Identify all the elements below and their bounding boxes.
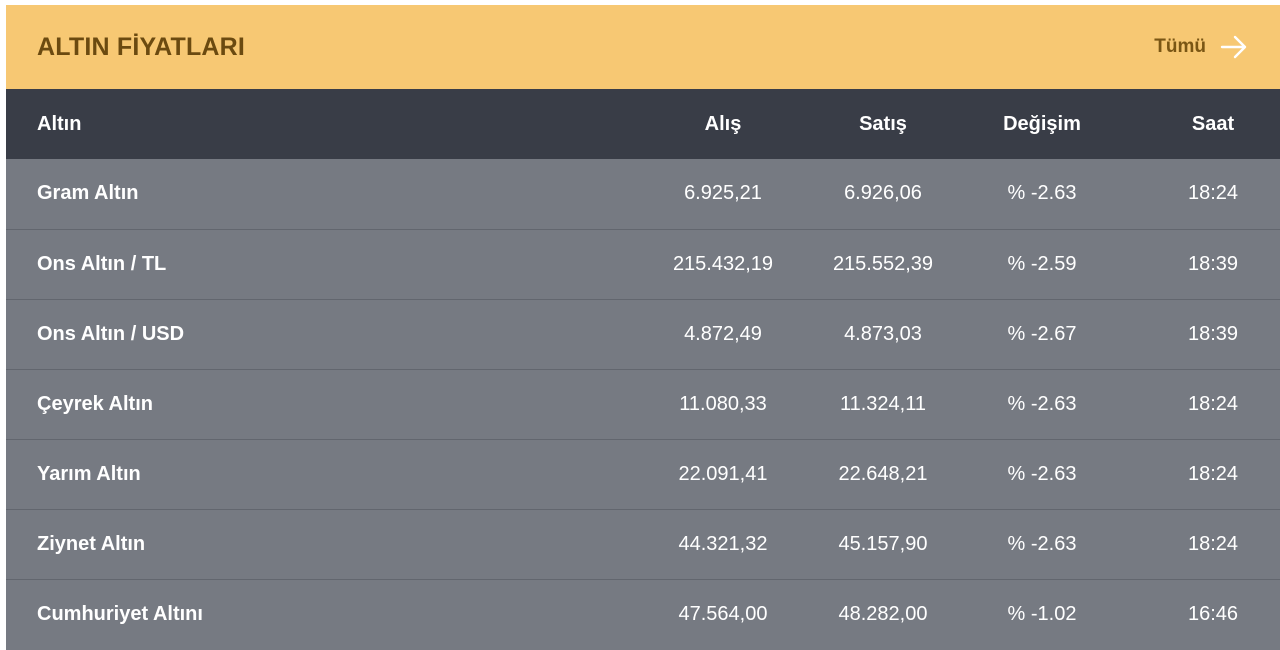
column-header-name: Altın (37, 112, 82, 135)
sell-price-cell: 6.926,06 (844, 182, 922, 205)
gold-prices-widget: ALTIN FİYATLARI Tümü Altın Alış Satış De… (6, 5, 1280, 650)
change-cell: % -2.63 (1007, 182, 1077, 205)
view-all-link[interactable]: Tümü (1154, 35, 1248, 59)
sell-price-cell: 4.873,03 (844, 322, 922, 345)
table-row[interactable]: Cumhuriyet Altını 47.564,00 48.282,00 % … (6, 579, 1280, 649)
time-cell: 18:39 (1187, 252, 1239, 275)
buy-price-cell: 47.564,00 (678, 602, 768, 625)
gold-name-cell: Ziynet Altın (37, 532, 146, 555)
sell-price-cell: 48.282,00 (838, 602, 928, 625)
time-cell: 18:24 (1187, 182, 1239, 205)
table-row[interactable]: Yarım Altın 22.091,41 22.648,21 % -2.63 … (6, 439, 1280, 509)
time-cell: 16:46 (1187, 602, 1239, 625)
buy-price-cell: 215.432,19 (672, 252, 774, 275)
change-cell: % -1.02 (1007, 602, 1077, 625)
table-row[interactable]: Çeyrek Altın 11.080,33 11.324,11 % -2.63… (6, 369, 1280, 439)
arrow-right-icon (1220, 35, 1248, 59)
widget-title: ALTIN FİYATLARI (37, 32, 246, 61)
gold-name-cell: Yarım Altın (37, 462, 141, 485)
view-all-label: Tümü (1154, 36, 1206, 57)
time-cell: 18:24 (1187, 532, 1239, 555)
change-cell: % -2.63 (1007, 532, 1077, 555)
gold-name-cell: Ons Altın / USD (37, 322, 185, 345)
buy-price-cell: 22.091,41 (678, 462, 768, 485)
table-row[interactable]: Gram Altın 6.925,21 6.926,06 % -2.63 18:… (6, 159, 1280, 229)
change-cell: % -2.63 (1007, 462, 1077, 485)
sell-price-cell: 22.648,21 (838, 462, 928, 485)
sell-price-cell: 11.324,11 (839, 392, 926, 415)
change-cell: % -2.67 (1007, 322, 1077, 345)
gold-prices-table: Altın Alış Satış Değişim Saat Gram Altın… (6, 89, 1280, 649)
time-cell: 18:39 (1187, 322, 1239, 345)
gold-name-cell: Gram Altın (37, 182, 139, 205)
table-row[interactable]: Ziynet Altın 44.321,32 45.157,90 % -2.63… (6, 509, 1280, 579)
gold-name-cell: Çeyrek Altın (37, 392, 153, 415)
change-cell: % -2.59 (1007, 252, 1077, 275)
sell-price-cell: 215.552,39 (832, 252, 934, 275)
buy-price-cell: 44.321,32 (678, 532, 768, 555)
table-header-row: Altın Alış Satış Değişim Saat (6, 89, 1280, 159)
sell-price-cell: 45.157,90 (838, 532, 928, 555)
change-cell: % -2.63 (1007, 392, 1077, 415)
buy-price-cell: 6.925,21 (684, 182, 762, 205)
column-header-change: Değişim (1003, 112, 1081, 135)
gold-name-cell: Cumhuriyet Altını (37, 602, 203, 625)
table-row[interactable]: Ons Altın / USD 4.872,49 4.873,03 % -2.6… (6, 299, 1280, 369)
column-header-sell: Satış (859, 112, 907, 135)
column-header-buy: Alış (704, 112, 742, 135)
buy-price-cell: 4.872,49 (684, 322, 762, 345)
widget-header: ALTIN FİYATLARI Tümü (6, 5, 1280, 89)
gold-name-cell: Ons Altın / TL (37, 252, 167, 275)
buy-price-cell: 11.080,33 (679, 392, 767, 415)
table-row[interactable]: Ons Altın / TL 215.432,19 215.552,39 % -… (6, 229, 1280, 299)
column-header-time: Saat (1191, 112, 1235, 135)
time-cell: 18:24 (1187, 462, 1239, 485)
time-cell: 18:24 (1187, 392, 1239, 415)
